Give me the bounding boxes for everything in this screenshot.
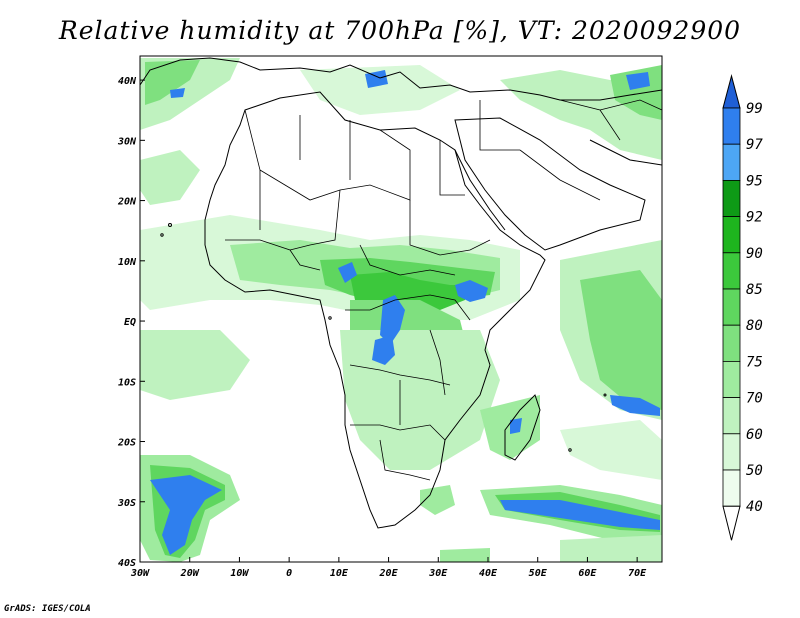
island xyxy=(328,316,332,320)
colorbar-top-arrow xyxy=(722,74,741,109)
grads-credit: GrADS: IGES/COLA xyxy=(4,604,91,614)
y-tick-label: 20N xyxy=(117,197,137,208)
political-borders xyxy=(225,99,663,481)
humidity-region xyxy=(440,548,490,562)
colorbar-label: 92 xyxy=(746,210,763,226)
humidity-fields xyxy=(140,58,662,562)
humidity-region xyxy=(300,65,460,115)
y-tick-label: 20S xyxy=(117,438,136,449)
island xyxy=(603,393,607,397)
colorbar-label: 97 xyxy=(746,137,763,153)
x-tick-label: 30E xyxy=(428,568,448,579)
saturated-region xyxy=(500,500,660,530)
humidity-region xyxy=(580,270,662,410)
y-axis-ticks: 40N 30N 20N 10N EQ 10S 20S 30S 40S xyxy=(117,76,145,569)
humidity-region xyxy=(610,65,662,120)
colorbar-swatch xyxy=(722,469,741,507)
humidity-region xyxy=(560,535,662,562)
colorbar-swatch xyxy=(722,179,741,217)
colorbar: 99 97 95 92 90 85 80 75 70 60 50 40 xyxy=(722,74,763,541)
colorbar-label: 80 xyxy=(746,318,763,334)
map-frame xyxy=(139,55,663,563)
colorbar-swatch xyxy=(722,288,741,326)
colorbar-label: 99 xyxy=(746,101,763,117)
x-tick-label: 60E xyxy=(578,568,597,579)
humidity-region xyxy=(340,330,500,470)
y-tick-label: 30S xyxy=(117,498,136,509)
humidity-region xyxy=(140,150,200,205)
colorbar-swatch xyxy=(722,433,741,471)
y-tick-label: 10N xyxy=(118,257,137,268)
colorbar-label: 70 xyxy=(746,391,763,407)
x-tick-label: 10E xyxy=(330,568,349,579)
island xyxy=(160,233,164,237)
island xyxy=(168,223,172,227)
colorbar-label: 50 xyxy=(746,463,763,479)
colorbar-swatch xyxy=(722,360,741,398)
y-tick-label: 40S xyxy=(118,558,136,569)
arabia-coastline xyxy=(454,117,646,251)
colorbar-swatch xyxy=(722,107,741,145)
saturated-region xyxy=(150,475,222,555)
saturated-region xyxy=(610,395,660,416)
y-tick-label: 40N xyxy=(118,76,137,87)
saturated-region xyxy=(338,262,357,283)
colorbar-swatch xyxy=(722,324,741,362)
humidity-region xyxy=(420,485,455,515)
humidity-region xyxy=(560,420,662,480)
humidity-region xyxy=(140,330,250,400)
colorbar-swatch xyxy=(722,252,741,290)
island xyxy=(568,448,572,452)
y-tick-label: 10S xyxy=(118,377,136,388)
x-tick-label: 50E xyxy=(529,568,548,579)
africa-coastline xyxy=(204,91,546,529)
x-tick-label: 0 xyxy=(286,568,292,579)
europe-coastline xyxy=(139,57,663,101)
saturated-region xyxy=(170,88,185,98)
x-tick-label: 40E xyxy=(479,568,498,579)
x-axis-ticks: 30W 20W 10W 0 10E 20E 30E 40E 50E 60E 70E xyxy=(130,557,647,579)
colorbar-label: 75 xyxy=(746,354,763,370)
humidity-region xyxy=(145,60,200,105)
colorbar-label: 95 xyxy=(746,173,763,189)
map-title: Relative humidity at 700hPa [%], VT: 202… xyxy=(58,16,742,45)
x-tick-label: 10W xyxy=(230,568,249,579)
colorbar-label: 60 xyxy=(746,427,763,443)
colorbar-bottom-arrow xyxy=(722,505,741,541)
coastlines xyxy=(139,57,663,529)
red-sea-coastline xyxy=(454,149,506,231)
colorbar-label: 40 xyxy=(746,499,763,515)
colorbar-label: 90 xyxy=(746,246,763,262)
saturated-region xyxy=(626,72,650,90)
gulf-coastline xyxy=(589,139,663,166)
madagascar-coastline xyxy=(504,394,541,461)
colorbar-swatch xyxy=(722,397,741,435)
saturated-region xyxy=(380,295,405,345)
y-tick-label: 30N xyxy=(117,136,137,147)
y-tick-label: EQ xyxy=(124,317,136,328)
colorbar-swatch xyxy=(722,216,741,254)
x-tick-label: 30W xyxy=(130,568,150,579)
x-tick-label: 70E xyxy=(628,568,647,579)
x-tick-label: 20W xyxy=(180,568,200,579)
colorbar-swatch xyxy=(722,143,741,181)
saturated-region xyxy=(455,280,488,302)
x-tick-label: 20E xyxy=(379,568,399,579)
colorbar-label: 85 xyxy=(746,282,763,298)
saturated-region xyxy=(510,418,522,434)
saturated-region xyxy=(372,335,395,365)
